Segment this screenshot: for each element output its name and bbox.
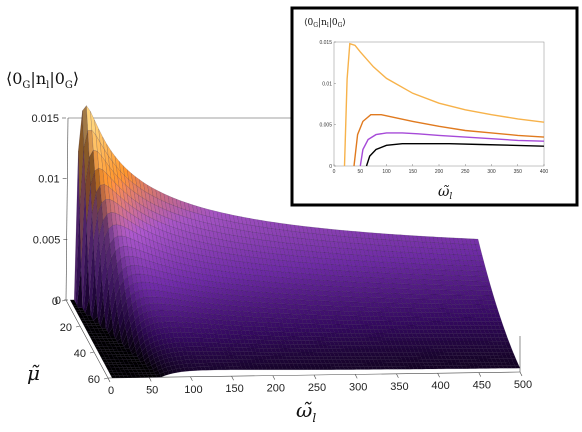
x-tick-label: 500 (514, 379, 532, 391)
inset-y-tick-label: 0.005 (319, 123, 332, 129)
inset-title: ⟨0G|nl|0G⟩ (304, 18, 346, 29)
y-tick-mark (89, 351, 95, 354)
x-tick-label: 250 (308, 382, 326, 394)
x-tick-label: 50 (146, 384, 158, 396)
z-axis-label: ⟨0G|nl|0G⟩ (6, 69, 79, 91)
surface-plot (69, 105, 521, 379)
z-tick-label: 0.005 (33, 234, 61, 246)
inset-series-line (359, 132, 545, 167)
x-tick-label: 0 (108, 385, 114, 397)
inset-x-tick-label: 350 (514, 169, 523, 175)
axis-ticks: 0 50 100 150 200 250 300 350 400 450 500020406000.… (31, 113, 532, 397)
x-tick-mark (272, 375, 276, 380)
x-tick-label: 200 (267, 383, 285, 395)
z-tick-label: 0.01 (38, 174, 59, 186)
inset-y-tick-label: 0 (329, 164, 332, 170)
x-axis-label: ω̃l (296, 398, 316, 425)
x-tick-mark (313, 374, 317, 380)
y-tick-label: 60 (88, 374, 100, 386)
y-axis-line (65, 299, 109, 379)
x-tick-label: 350 (390, 381, 408, 393)
y-tick-label: 0 (52, 296, 58, 308)
x-tick-mark (519, 371, 523, 377)
x-tick-label: 150 (225, 383, 243, 395)
y-tick-mark (75, 325, 81, 328)
x-tick-label: 400 (431, 380, 449, 392)
x-tick-mark (354, 374, 358, 379)
x-tick-mark (437, 373, 440, 378)
inset-x-tick-label: 50 (357, 169, 363, 175)
x-tick-mark (148, 377, 152, 382)
inset-x-tick-label: 100 (382, 169, 391, 175)
y-tick-label: 20 (60, 322, 72, 334)
x-tick-label: 450 (473, 380, 491, 392)
inset-series-line (343, 42, 545, 167)
surface-cell (473, 238, 480, 245)
x-tick-mark (396, 373, 399, 378)
inset-series-line (365, 143, 545, 167)
inset-x-tick-label: 150 (409, 169, 418, 175)
inset-axes: 0 50 100 150 200 250 300 350 400 0 0.005 0.01 0.015 (319, 40, 548, 175)
z-tick-label: 0 (55, 295, 61, 307)
x-tick-mark (190, 376, 193, 381)
y-axis-label: μ̃ (27, 361, 40, 385)
y-tick-label: 40 (74, 348, 86, 360)
x-tick-label: 300 (349, 381, 367, 393)
inset-frame (290, 6, 579, 207)
x-tick-mark (107, 377, 111, 383)
inset-x-axis-label: ω̃l (438, 184, 452, 202)
inset-x-tick-label: 250 (461, 169, 470, 175)
inset-plot: ⟨0G|nl|0G⟩ 0 50 100 150 200 250 300 350 400 0 0.00… (290, 6, 579, 207)
x-tick-mark (478, 372, 482, 377)
inset-y-tick-label: 0.015 (319, 40, 332, 46)
x-tick-mark (231, 376, 234, 381)
inset-series-line (353, 114, 545, 167)
y-tick-mark (103, 377, 109, 380)
inset-x-tick-label: 200 (435, 169, 444, 175)
inset-x-tick-label: 0 (333, 169, 336, 175)
inset-lines (343, 42, 545, 167)
inset-x-tick-label: 300 (487, 169, 496, 175)
inset-y-tick-label: 0.01 (322, 81, 332, 87)
z-axis-line (65, 117, 69, 301)
x-tick-label: 100 (184, 384, 202, 396)
inset-x-tick-label: 400 (540, 169, 549, 175)
z-tick-label: 0.015 (31, 113, 59, 125)
